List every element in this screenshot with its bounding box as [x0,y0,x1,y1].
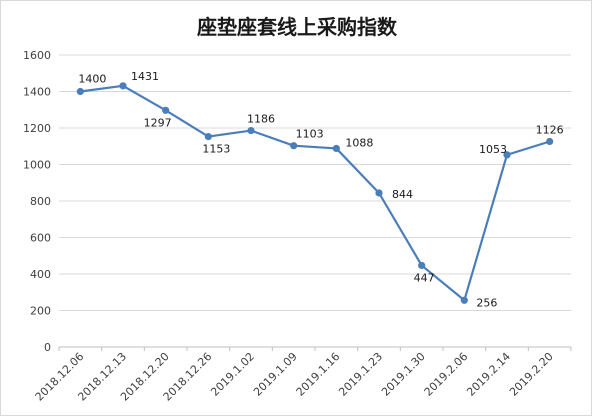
x-tick-label: 2019.1.09 [251,350,300,399]
data-point [460,296,468,304]
data-point [290,142,298,150]
data-point [247,126,255,135]
x-tick-label: 2019.1.30 [379,350,428,399]
data-label: 844 [392,188,413,201]
data-label: 1186 [247,113,275,126]
y-tick-label: 400 [30,268,51,281]
y-tick-label: 1600 [23,49,51,62]
chart-title: 座垫座套线上采购指数 [197,15,397,39]
data-label: 1053 [479,143,507,156]
data-point [76,87,84,96]
data-label: 1103 [296,128,324,141]
data-label: 1153 [202,143,230,156]
data-point [546,137,554,146]
x-tick-label: 2019.2.20 [507,350,556,399]
y-tick-label: 1200 [23,122,51,135]
x-tick-label: 2019.2.14 [464,350,513,399]
data-label: 256 [476,296,497,309]
data-point [418,261,426,270]
y-tick-label: 800 [30,195,51,208]
data-label: 447 [414,271,435,284]
data-point [503,151,511,159]
data-label: 1088 [345,136,373,149]
data-point [119,82,127,90]
y-tick-label: 600 [30,232,51,245]
y-tick-label: 1000 [23,159,51,172]
data-label: 1126 [536,124,564,137]
y-tick-label: 1400 [23,86,51,99]
x-tick-label: 2019.1.16 [294,350,343,399]
data-point [332,144,340,153]
data-label: 1431 [131,70,159,83]
x-tick-label: 2019.1.23 [336,350,385,399]
data-point [162,106,170,114]
x-tick-label: 2019.1.02 [208,350,257,399]
data-label: 1297 [144,116,172,129]
y-tick-label: 0 [44,341,51,354]
x-tick-label: 2019.2.06 [422,350,471,399]
data-point [204,132,212,141]
series-line [80,84,550,302]
data-point [375,189,383,197]
data-label: 1400 [78,73,106,86]
y-tick-label: 200 [30,305,51,318]
